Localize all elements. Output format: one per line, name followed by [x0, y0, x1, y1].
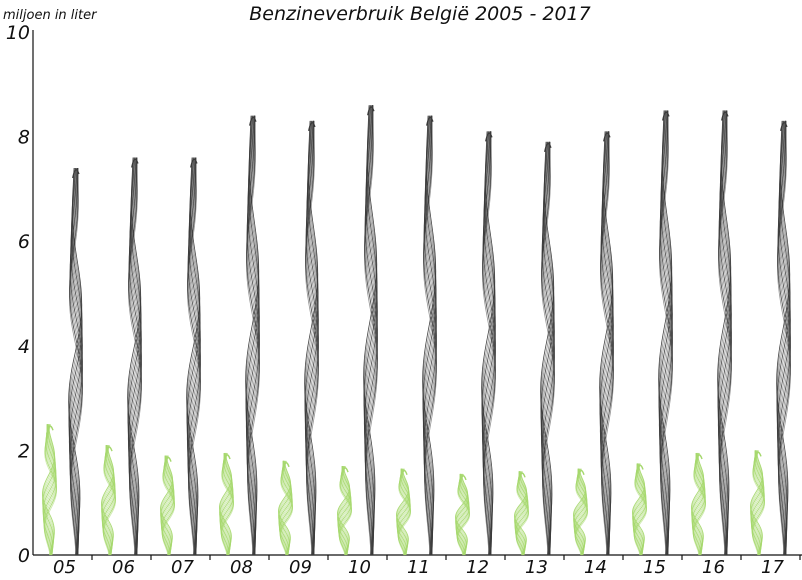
y-tick-label: 4 — [18, 336, 30, 358]
x-tick-label: 16 — [702, 557, 725, 578]
bar-green — [573, 468, 588, 556]
bar-dark — [540, 141, 555, 556]
bar-green — [455, 473, 470, 556]
x-tick-labels: 05 06 07 08 09 10 11 12 13 14 15 16 17 — [53, 555, 801, 578]
y-tick-labels: 0 2 4 6 8 10 — [6, 22, 30, 567]
x-tick-label: 10 — [348, 557, 371, 578]
x-tick-label: 09 — [289, 557, 312, 578]
x-tick-label: 12 — [466, 557, 489, 578]
x-tick-label: 13 — [525, 557, 548, 578]
x-tick-label: 15 — [643, 557, 666, 578]
bars — [42, 105, 791, 556]
y-tick-label: 10 — [6, 22, 30, 44]
bar-dark — [363, 105, 378, 556]
x-tick-label: 06 — [112, 557, 135, 578]
bar-green — [101, 445, 116, 556]
bar-green — [160, 455, 175, 556]
bar-green — [278, 460, 293, 556]
bar-dark — [717, 110, 732, 556]
bar-green — [632, 463, 647, 556]
bar-dark — [481, 131, 496, 556]
chart-title: Benzineverbruik België 2005 - 2017 — [249, 3, 590, 25]
bar-green — [219, 452, 234, 556]
bar-dark — [245, 115, 260, 556]
y-tick-label: 2 — [18, 440, 30, 462]
bar-green — [514, 471, 529, 556]
bar-dark — [68, 167, 83, 556]
bar-green — [42, 424, 57, 556]
bar-green — [396, 468, 411, 556]
bar-dark — [599, 131, 614, 556]
y-tick-label: 0 — [18, 545, 30, 567]
y-tick-label: 6 — [18, 231, 30, 253]
bar-green — [691, 452, 706, 556]
x-tick-label: 14 — [584, 557, 607, 578]
bar-dark — [186, 157, 201, 556]
bar-green — [337, 465, 352, 556]
y-axis-unit-label: miljoen in liter — [3, 8, 98, 23]
x-tick-label: 05 — [53, 557, 76, 578]
x-tick-label: 17 — [761, 557, 784, 578]
bar-dark — [304, 120, 319, 556]
bar-green — [750, 450, 765, 556]
x-tick-label: 08 — [230, 557, 253, 578]
bar-dark — [776, 120, 791, 556]
x-tick-label: 11 — [407, 557, 430, 578]
bar-dark — [422, 115, 437, 556]
bar-dark — [127, 157, 142, 556]
x-tick-label: 07 — [171, 557, 194, 578]
bar-dark — [658, 110, 673, 556]
y-tick-label: 8 — [18, 127, 30, 149]
